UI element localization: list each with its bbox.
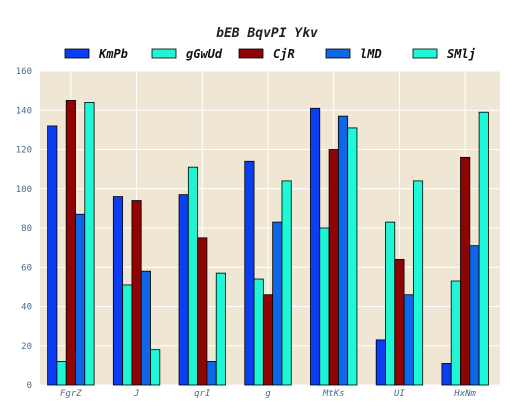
y-axis-ticks: 0 20 40 60 80 100 120 140 160 xyxy=(16,67,32,391)
legend: KmPb gGwUd CjR lMD SMlj xyxy=(64,47,476,61)
x-tick-label: g xyxy=(265,389,271,399)
legend-label: lMD xyxy=(360,47,382,61)
bar-gGwUd-MtKs xyxy=(319,227,330,386)
y-tick-label: 100 xyxy=(16,185,32,195)
bar-gGwUd-qrI xyxy=(187,166,199,386)
bar-KmPb-FgrZ xyxy=(47,125,58,386)
bar-SMlj-UI xyxy=(412,180,424,386)
y-tick-label: 80 xyxy=(21,224,32,234)
bar-lMD-HxNm xyxy=(469,245,480,386)
legend-label: SMlj xyxy=(447,47,476,61)
legend-label: CjR xyxy=(273,47,295,61)
y-tick-label: 20 xyxy=(21,342,32,352)
legend-swatch xyxy=(151,48,177,59)
bar-CjR-qrI xyxy=(197,237,208,386)
bar-KmPb-J xyxy=(112,196,124,386)
bar-gGwUd-J xyxy=(122,284,133,386)
x-tick-label: J xyxy=(133,389,139,399)
bar-CjR-FgrZ xyxy=(65,100,76,386)
bar-gGwUd-UI xyxy=(385,221,396,386)
bar-lMD-g xyxy=(272,221,283,386)
bar-CjR-UI xyxy=(394,258,405,386)
x-tick-label: qrI xyxy=(194,389,211,399)
y-tick-label: 60 xyxy=(21,263,32,273)
bar-KmPb-qrI xyxy=(178,194,189,386)
bar-KmPb-HxNm xyxy=(441,363,452,386)
bar-SMlj-HxNm xyxy=(478,111,489,386)
x-tick-label: UI xyxy=(394,389,405,399)
bar-SMlj-J xyxy=(150,349,161,386)
bar-gGwUd-HxNm xyxy=(450,280,461,386)
bar-CjR-J xyxy=(131,200,142,386)
bar-lMD-J xyxy=(140,270,151,386)
x-tick-label: MtKs xyxy=(322,389,345,399)
bar-lMD-UI xyxy=(403,294,414,386)
x-tick-label: HxNm xyxy=(453,389,476,399)
x-tick-label: FgrZ xyxy=(60,389,82,399)
bar-KmPb-g xyxy=(244,160,255,386)
bar-SMlj-MtKs xyxy=(347,127,358,386)
bar-CjR-MtKs xyxy=(328,149,339,386)
bar-lMD-MtKs xyxy=(337,115,349,386)
legend-label: KmPb xyxy=(98,47,128,61)
bar-SMlj-g xyxy=(281,180,292,386)
bar-SMlj-FgrZ xyxy=(84,102,95,386)
bar-KmPb-MtKs xyxy=(310,107,321,386)
bar-lMD-qrI xyxy=(206,361,217,386)
y-tick-label: 140 xyxy=(16,106,32,116)
bar-gGwUd-FgrZ xyxy=(56,361,67,386)
chart-title: bEB BqvPI Ykv xyxy=(216,26,318,41)
bar-KmPb-UI xyxy=(375,339,386,386)
legend-label: gGwUd xyxy=(186,47,223,61)
y-tick-label: 40 xyxy=(21,303,32,313)
bar-CjR-HxNm xyxy=(460,156,471,386)
bars xyxy=(47,100,489,386)
legend-swatch xyxy=(325,48,351,59)
legend-swatch xyxy=(412,48,438,59)
bar-lMD-FgrZ xyxy=(75,213,86,386)
y-tick-label: 120 xyxy=(16,146,32,156)
legend-swatch xyxy=(238,48,264,59)
bar-SMlj-qrI xyxy=(215,272,226,386)
y-tick-label: 160 xyxy=(16,67,32,77)
bar-CjR-g xyxy=(262,294,274,386)
legend-swatch xyxy=(64,48,90,59)
y-tick-label: 0 xyxy=(27,381,32,391)
bar-gGwUd-g xyxy=(253,278,264,386)
